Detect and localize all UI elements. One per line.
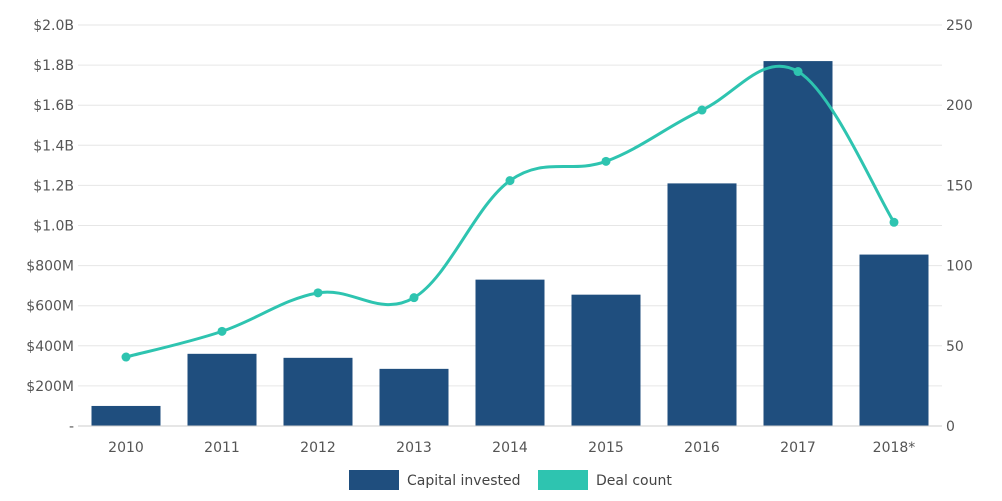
legend-swatch (349, 470, 399, 490)
point-deal-count (601, 156, 611, 166)
y-left-tick-label: $1.6B (33, 98, 74, 114)
x-tick-label: 2010 (108, 440, 144, 456)
x-tick-label: 2016 (684, 440, 720, 456)
bar-capital-invested (91, 405, 161, 426)
y-left-tick-label: $600M (26, 299, 74, 315)
x-tick-label: 2012 (300, 440, 336, 456)
bar-capital-invested (379, 368, 449, 426)
bar-capital-invested (283, 357, 353, 426)
point-deal-count (313, 288, 323, 298)
legend-label: Deal count (596, 473, 672, 489)
bar-capital-invested (667, 183, 737, 426)
point-deal-count (889, 217, 899, 227)
y-right-tick-label: 250 (946, 18, 973, 34)
point-deal-count (793, 67, 803, 77)
y-left-tick-label: $800M (26, 259, 74, 275)
legend-item: Deal count (538, 470, 672, 490)
legend-item: Capital invested (349, 470, 520, 490)
grid-lines (78, 24, 942, 387)
point-deal-count (217, 326, 227, 336)
right-y-axis: 0 50 100 150 200 250 (946, 18, 973, 435)
y-left-tick-label: $200M (26, 379, 74, 395)
bar-capital-invested (571, 294, 641, 426)
bar-capital-invested (187, 353, 257, 426)
x-tick-label: 2014 (492, 440, 528, 456)
legend-label: Capital invested (407, 473, 520, 489)
x-tick-label: 2011 (204, 440, 240, 456)
line-deal-count (124, 64, 896, 359)
bar-capital-invested (763, 61, 833, 427)
legend: Capital invested Deal count (349, 470, 672, 490)
x-tick-label: 2018* (873, 440, 916, 456)
point-deal-count (505, 176, 515, 186)
y-left-tick-label: $1.2B (33, 178, 74, 194)
capital-invested-bars (91, 61, 929, 427)
y-left-tick-label: $400M (26, 339, 74, 355)
point-deal-count (121, 352, 131, 362)
x-tick-label: 2013 (396, 440, 432, 456)
x-tick-label: 2017 (780, 440, 816, 456)
y-left-tick-label: $2.0B (33, 18, 74, 34)
y-left-tick-label: $1.0B (33, 219, 74, 235)
y-left-tick-label: - (69, 419, 74, 435)
left-y-axis: - $200M $400M $600M $800M $1.0B $1.2B $1.4B $1.6… (26, 18, 74, 435)
point-deal-count (697, 105, 707, 115)
y-right-tick-label: 0 (946, 419, 955, 435)
y-right-tick-label: 100 (946, 259, 973, 275)
x-tick-label: 2015 (588, 440, 624, 456)
y-left-tick-label: $1.8B (33, 58, 74, 74)
y-left-tick-label: $1.4B (33, 138, 74, 154)
y-right-tick-label: 200 (946, 98, 973, 114)
legend-swatch (538, 470, 588, 490)
point-deal-count (409, 293, 419, 303)
bar-capital-invested (475, 279, 545, 426)
y-right-tick-label: 50 (946, 339, 964, 355)
y-right-tick-label: 150 (946, 178, 973, 194)
bar-capital-invested (859, 254, 929, 426)
deal-count-line (121, 64, 899, 362)
x-axis: 2010 2011 2012 2013 2014 2015 2016 2017 2018* (78, 425, 942, 456)
